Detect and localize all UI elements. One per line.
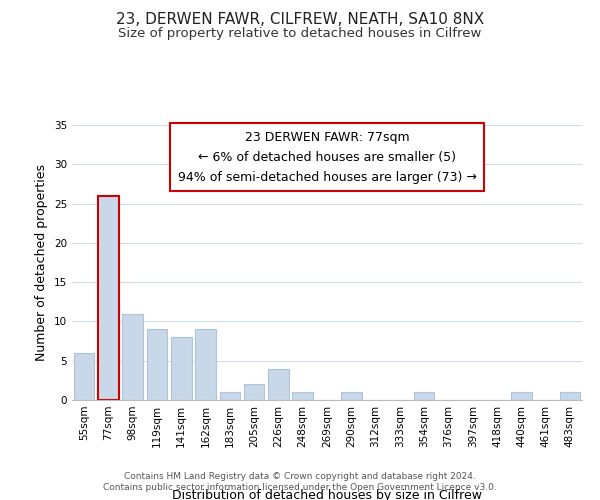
Text: 23, DERWEN FAWR, CILFREW, NEATH, SA10 8NX: 23, DERWEN FAWR, CILFREW, NEATH, SA10 8N… [116, 12, 484, 28]
Bar [560, 392, 580, 400]
Text: Contains public sector information licensed under the Open Government Licence v3: Contains public sector information licen… [103, 484, 497, 492]
Bar [244, 384, 265, 400]
Bar [146, 330, 167, 400]
Bar [414, 392, 434, 400]
Bar [74, 353, 94, 400]
Bar [292, 392, 313, 400]
Text: Size of property relative to detached houses in Cilfrew: Size of property relative to detached ho… [118, 28, 482, 40]
Bar [171, 337, 191, 400]
Text: 23 DERWEN FAWR: 77sqm
← 6% of detached houses are smaller (5)
94% of semi-detach: 23 DERWEN FAWR: 77sqm ← 6% of detached h… [178, 130, 476, 184]
Bar [341, 392, 362, 400]
X-axis label: Distribution of detached houses by size in Cilfrew: Distribution of detached houses by size … [172, 488, 482, 500]
Bar [122, 314, 143, 400]
Y-axis label: Number of detached properties: Number of detached properties [35, 164, 49, 361]
Bar [98, 196, 119, 400]
Bar [268, 368, 289, 400]
Bar [195, 330, 216, 400]
Bar [220, 392, 240, 400]
Bar [511, 392, 532, 400]
Text: Contains HM Land Registry data © Crown copyright and database right 2024.: Contains HM Land Registry data © Crown c… [124, 472, 476, 481]
